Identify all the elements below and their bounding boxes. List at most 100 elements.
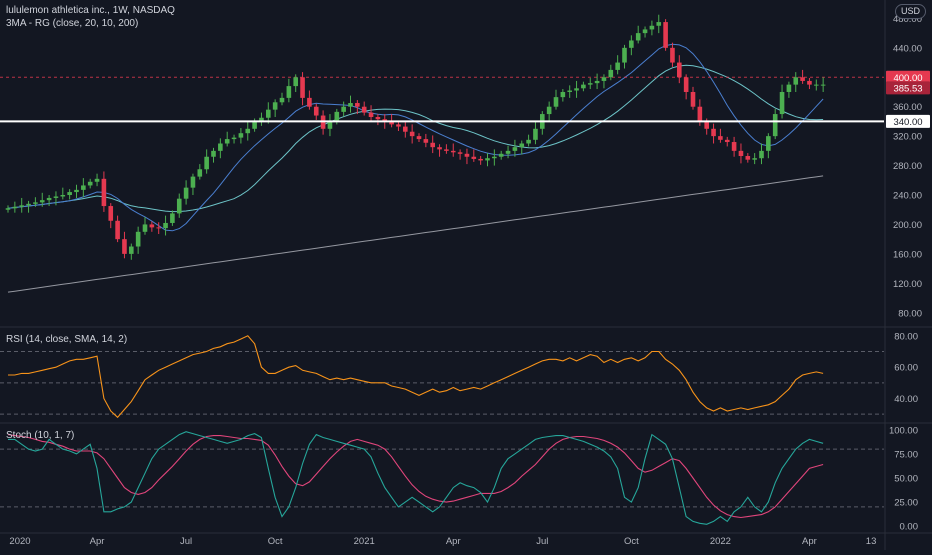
candle-body bbox=[341, 106, 346, 112]
candle-body bbox=[766, 136, 771, 151]
candle-body bbox=[46, 197, 52, 201]
candle-body bbox=[33, 202, 38, 204]
candle-body bbox=[156, 227, 161, 229]
candle-body bbox=[300, 77, 305, 98]
candle-body bbox=[457, 152, 463, 154]
candle-body bbox=[74, 189, 79, 193]
ma-20-line bbox=[7, 64, 824, 213]
support-price-label-bg bbox=[886, 114, 930, 128]
rsi-line bbox=[8, 335, 824, 419]
candle-body bbox=[615, 62, 620, 70]
candle-body bbox=[334, 111, 340, 122]
stoch-d-line bbox=[7, 434, 824, 519]
candle-body bbox=[238, 133, 244, 138]
candle-body bbox=[211, 150, 216, 157]
candle-body bbox=[129, 246, 134, 254]
candle-body bbox=[361, 106, 367, 113]
candle-body bbox=[149, 224, 155, 228]
candle-body bbox=[533, 128, 538, 140]
candle-body bbox=[279, 97, 285, 103]
candle-body bbox=[663, 22, 668, 48]
price-tick-label: 120.00 bbox=[893, 279, 922, 290]
candle-body bbox=[313, 106, 319, 116]
chart-title: lululemon athletica inc., 1W, NASDAQ bbox=[6, 5, 175, 16]
candle-body bbox=[711, 128, 716, 137]
stoch-tick-label: 100.00 bbox=[889, 425, 918, 436]
candle-body bbox=[375, 117, 381, 120]
candle-body bbox=[327, 121, 333, 129]
candle-body bbox=[546, 106, 552, 115]
candle-body bbox=[581, 84, 586, 89]
candle-body bbox=[697, 106, 703, 122]
stoch-tick-label: 75.00 bbox=[894, 449, 918, 460]
candle-body bbox=[800, 77, 805, 81]
candle-body bbox=[642, 29, 648, 34]
candle-body bbox=[81, 185, 86, 190]
candle-body bbox=[307, 97, 312, 107]
last-price-label-bg bbox=[886, 81, 930, 95]
candle-body bbox=[512, 147, 518, 151]
time-tick-label: 13 bbox=[866, 536, 877, 547]
candle-body bbox=[122, 239, 127, 254]
candle-body bbox=[26, 203, 31, 206]
candle-body bbox=[266, 109, 271, 118]
time-tick-label: Oct bbox=[624, 536, 639, 547]
candle-body bbox=[635, 33, 641, 41]
price-tick-label: 320.00 bbox=[893, 132, 922, 143]
candle-body bbox=[231, 137, 237, 140]
candle-body bbox=[12, 206, 18, 209]
candle-body bbox=[471, 156, 477, 159]
last-price-label: 385.53 bbox=[893, 83, 922, 94]
candle-body bbox=[656, 22, 662, 26]
ma-10-line bbox=[7, 43, 824, 232]
candle-body bbox=[622, 47, 627, 63]
candle-body bbox=[368, 112, 374, 118]
price-tick-label: 160.00 bbox=[893, 249, 922, 260]
candle-body bbox=[814, 84, 819, 86]
candle-body bbox=[416, 136, 422, 140]
candle-body bbox=[444, 149, 449, 151]
candle-body bbox=[786, 84, 792, 92]
candle-body bbox=[704, 121, 709, 129]
candle-body bbox=[183, 187, 189, 199]
stoch-tick-label: 0.00 bbox=[900, 522, 919, 533]
candle-body bbox=[204, 156, 209, 170]
currency-button[interactable]: USD bbox=[894, 4, 926, 19]
candle-body bbox=[430, 142, 435, 148]
candle-body bbox=[587, 83, 593, 85]
candle-body bbox=[485, 158, 490, 161]
candle-body bbox=[272, 102, 278, 110]
candle-body bbox=[135, 231, 141, 247]
candle-body bbox=[594, 80, 600, 84]
candle-body bbox=[772, 114, 778, 137]
candle-body bbox=[115, 220, 120, 240]
candle-body bbox=[505, 150, 511, 154]
resistance-price-label: 400.00 bbox=[893, 73, 922, 84]
time-tick-label: Jul bbox=[180, 536, 192, 547]
candle-body bbox=[450, 150, 456, 153]
rsi-tick-label: 60.00 bbox=[894, 363, 918, 374]
time-tick-label: Oct bbox=[268, 536, 283, 547]
price-tick-label: 480.00 bbox=[893, 14, 922, 25]
candle-body bbox=[574, 88, 579, 91]
candle-body bbox=[519, 143, 525, 148]
candle-body bbox=[553, 97, 559, 107]
price-tick-label: 360.00 bbox=[893, 102, 922, 113]
candle-body bbox=[683, 77, 689, 92]
candle-body bbox=[670, 47, 675, 63]
candle-body bbox=[423, 139, 429, 143]
candle-body bbox=[492, 156, 497, 159]
candle-body bbox=[567, 90, 572, 92]
candle-body bbox=[259, 117, 264, 122]
price-tick-label: 440.00 bbox=[893, 43, 922, 54]
candle-body bbox=[101, 178, 107, 207]
candle-body bbox=[820, 84, 826, 86]
candle-body bbox=[67, 192, 72, 196]
candle-body bbox=[293, 77, 298, 87]
candle-body bbox=[464, 153, 470, 157]
rsi-tick-label: 80.00 bbox=[894, 331, 918, 342]
candle-body bbox=[108, 206, 114, 221]
candle-body bbox=[170, 213, 175, 223]
candle-body bbox=[560, 91, 566, 98]
